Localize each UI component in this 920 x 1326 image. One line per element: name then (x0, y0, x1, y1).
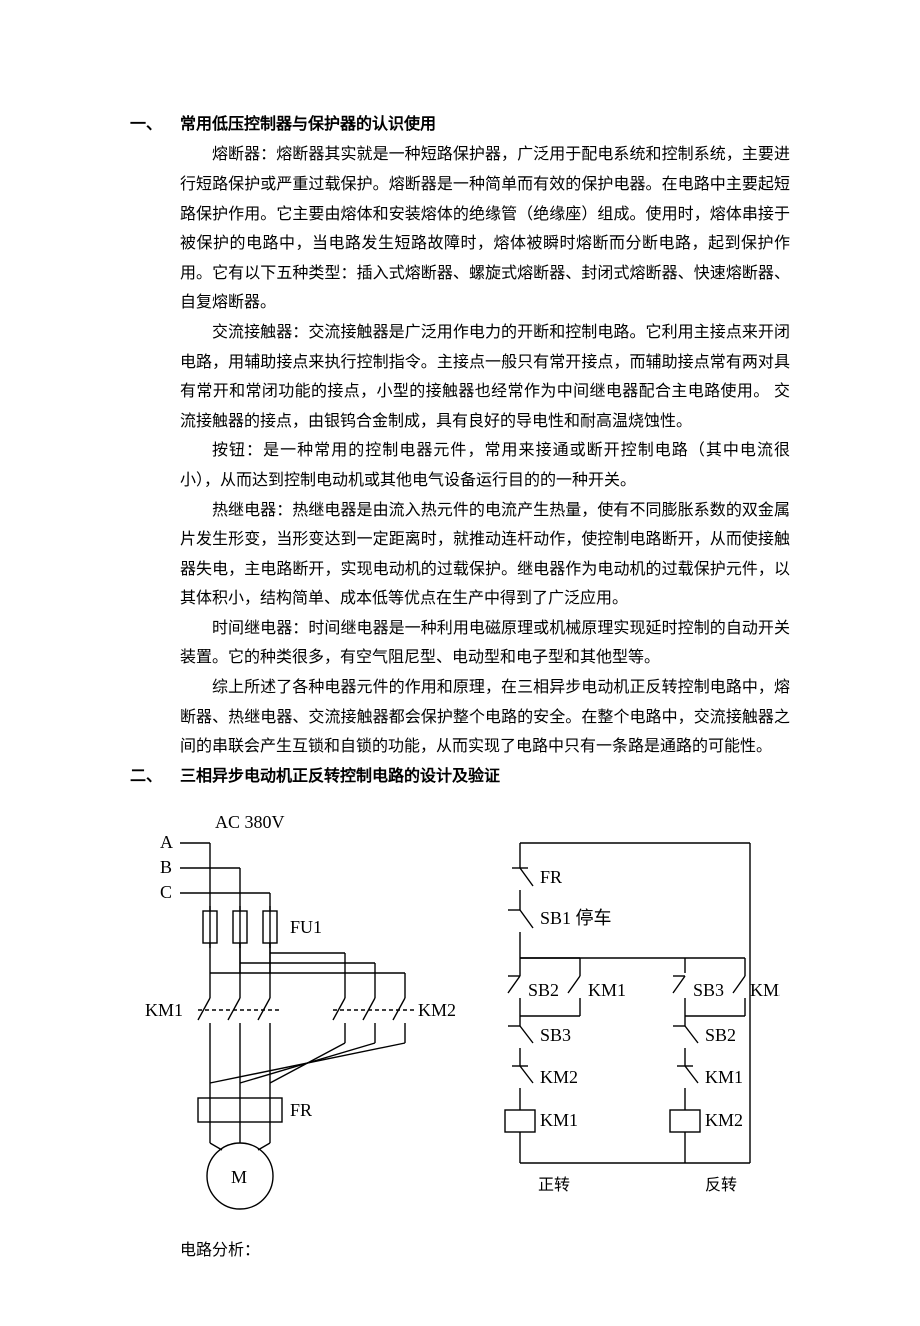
label-km2a: KM2 (750, 980, 780, 1000)
label-sb3: SB3 (693, 980, 724, 1000)
section2-number: 二、 (130, 762, 180, 792)
label-A: A (160, 832, 173, 852)
label-ac: AC 380V (215, 812, 285, 832)
label-rev: 反转 (705, 1176, 737, 1194)
label-km2nc: KM2 (540, 1067, 578, 1087)
section1-heading: 一、常用低压控制器与保护器的认识使用 (130, 110, 790, 140)
label-km1: KM1 (145, 1000, 183, 1020)
section1-p3: 按钮：是一种常用的控制电器元件，常用来接通或断开控制电路（其中电流很小），从而达… (180, 436, 790, 495)
section1-body: 熔断器：熔断器其实就是一种短路保护器，广泛用于配电系统和控制系统，主要进行短路保… (130, 140, 790, 761)
section1-title: 常用低压控制器与保护器的认识使用 (180, 116, 436, 133)
label-m: M (231, 1167, 247, 1187)
section1-p4: 热继电器：热继电器是由流入热元件的电流产生热量，使有不同膨胀系数的双金属片发生形… (180, 496, 790, 614)
label-B: B (160, 857, 172, 877)
label-fr-top: FR (540, 867, 562, 887)
after-diagram-text: 电路分析： (130, 1236, 790, 1266)
section1-p1: 熔断器：熔断器其实就是一种短路保护器，广泛用于配电系统和控制系统，主要进行短路保… (180, 140, 790, 318)
label-km1nc: KM1 (705, 1067, 743, 1087)
label-sb3b: SB3 (540, 1025, 571, 1045)
section2-title: 三相异步电动机正反转控制电路的设计及验证 (180, 768, 500, 785)
label-km2coil: KM2 (705, 1110, 743, 1130)
section1-p5: 时间继电器：时间继电器是一种利用电磁原理或机械原理实现延时控制的自动开关装置。它… (180, 614, 790, 673)
section2-heading: 二、三相异步电动机正反转控制电路的设计及验证 (130, 762, 790, 792)
label-fu1: FU1 (290, 917, 322, 937)
circuit-diagram: AC 380V A B C FU1 KM1 KM2 FR M FR SB1 停车… (140, 798, 790, 1228)
document-page: 一、常用低压控制器与保护器的认识使用 熔断器：熔断器其实就是一种短路保护器，广泛… (0, 0, 920, 1326)
label-C: C (160, 882, 172, 902)
section1-p2: 交流接触器：交流接触器是广泛用作电力的开断和控制电路。它利用主接点来开闭电路，用… (180, 318, 790, 436)
label-km1a: KM1 (588, 980, 626, 1000)
label-fr: FR (290, 1100, 312, 1120)
label-km1coil: KM1 (540, 1110, 578, 1130)
analysis-label: 电路分析： (180, 1236, 790, 1266)
section1-p6: 综上所述了各种电器元件的作用和原理，在三相异步电动机正反转控制电路中，熔断器、热… (180, 673, 790, 762)
label-sb2: SB2 (528, 980, 559, 1000)
label-fwd: 正转 (538, 1176, 570, 1194)
label-sb2b: SB2 (705, 1025, 736, 1045)
section1-number: 一、 (130, 110, 180, 140)
label-sb1: SB1 停车 (540, 908, 612, 928)
label-km2-main: KM2 (418, 1000, 456, 1020)
